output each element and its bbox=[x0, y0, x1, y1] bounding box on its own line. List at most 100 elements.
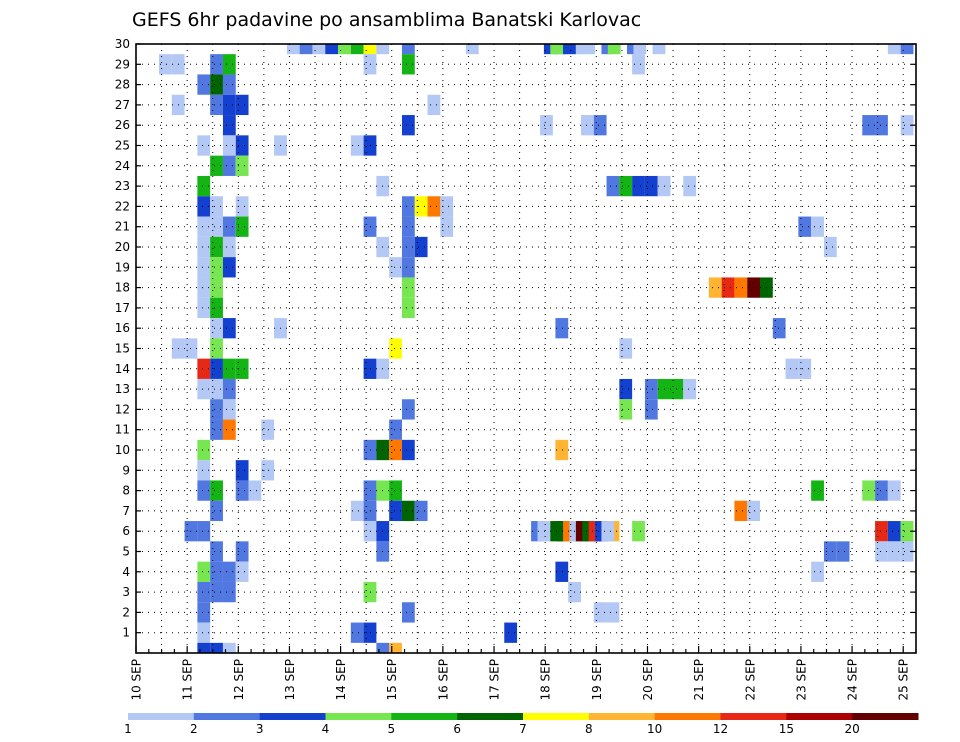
y-tick-label: 23 bbox=[115, 179, 130, 193]
heatmap-cell bbox=[798, 358, 812, 379]
heatmap-cell bbox=[210, 54, 223, 75]
heatmap-cell bbox=[632, 54, 645, 75]
heatmap-cell bbox=[197, 216, 211, 237]
heatmap-cell bbox=[721, 277, 735, 298]
heatmap-cell bbox=[389, 480, 402, 501]
heatmap-cells bbox=[159, 44, 914, 653]
heatmap-cell bbox=[248, 480, 262, 501]
y-tick-label: 13 bbox=[115, 382, 130, 396]
heatmap-cell bbox=[210, 541, 223, 562]
heatmap-cell bbox=[197, 74, 211, 95]
colorbar-swatch bbox=[523, 713, 590, 720]
grid-lines bbox=[136, 44, 916, 653]
colorbar-label: 12 bbox=[713, 722, 728, 736]
heatmap-cell bbox=[900, 541, 914, 562]
colorbar-label: 5 bbox=[388, 722, 396, 736]
heatmap-cell bbox=[363, 44, 377, 55]
heatmap-cell bbox=[887, 480, 901, 501]
heatmap-cell bbox=[197, 277, 211, 298]
heatmap-cell bbox=[376, 642, 390, 653]
colorbar-swatch bbox=[128, 713, 195, 720]
heatmap-cell bbox=[875, 480, 888, 501]
heatmap-cell bbox=[210, 419, 223, 440]
colorbar-label: 6 bbox=[453, 722, 461, 736]
heatmap-cell bbox=[504, 622, 518, 643]
y-tick-label: 16 bbox=[115, 321, 130, 335]
heatmap-cell bbox=[887, 44, 901, 55]
x-tick-label: 18 SEP bbox=[539, 659, 553, 701]
heatmap-cell bbox=[582, 44, 596, 55]
colorbar-swatch bbox=[259, 713, 326, 720]
colorbar-swatch bbox=[391, 713, 458, 720]
x-tick-label: 20 SEP bbox=[641, 659, 655, 701]
y-tick-label: 1 bbox=[122, 626, 130, 640]
heatmap-cell bbox=[210, 257, 223, 278]
heatmap-cell bbox=[222, 74, 236, 95]
heatmap-cell bbox=[900, 44, 914, 55]
y-tick-label: 25 bbox=[115, 139, 130, 153]
heatmap-cell bbox=[210, 399, 223, 420]
heatmap-cell bbox=[593, 602, 607, 623]
heatmap-cell bbox=[222, 399, 236, 420]
heatmap-cell bbox=[401, 54, 415, 75]
heatmap-cell bbox=[222, 115, 236, 136]
heatmap-cell bbox=[286, 44, 300, 55]
heatmap-cell bbox=[389, 419, 402, 440]
heatmap-cell bbox=[338, 44, 351, 55]
heatmap-cell bbox=[606, 602, 620, 623]
heatmap-cell bbox=[401, 602, 415, 623]
heatmap-cell bbox=[261, 460, 275, 481]
heatmap-cell bbox=[210, 297, 223, 319]
y-tick-label: 26 bbox=[115, 118, 130, 132]
heatmap-cell bbox=[683, 175, 697, 197]
heatmap-cell bbox=[197, 196, 211, 217]
heatmap-cell bbox=[389, 439, 402, 461]
y-tick-label: 19 bbox=[115, 260, 130, 274]
heatmap-cell bbox=[606, 175, 620, 197]
colorbar-label: 10 bbox=[647, 722, 662, 736]
heatmap-cell bbox=[197, 642, 211, 653]
y-tick-label: 28 bbox=[115, 78, 130, 92]
heatmap-cell bbox=[875, 521, 888, 542]
heatmap-cell bbox=[350, 44, 364, 55]
heatmap-cell bbox=[823, 541, 837, 562]
heatmap-cell bbox=[633, 44, 647, 55]
heatmap-cell bbox=[222, 54, 236, 75]
heatmap-cell bbox=[197, 521, 211, 542]
heatmap-cell bbox=[555, 318, 569, 339]
heatmap-cell bbox=[593, 115, 607, 136]
x-tick-label: 23 SEP bbox=[794, 659, 808, 701]
y-tick-label: 24 bbox=[115, 159, 130, 173]
heatmap-cell bbox=[440, 216, 454, 237]
colorbar-swatch bbox=[720, 713, 787, 720]
heatmap-cell bbox=[619, 399, 633, 420]
heatmap-cell bbox=[887, 521, 901, 542]
heatmap-cell bbox=[299, 44, 313, 55]
heatmap-cell bbox=[376, 44, 390, 55]
heatmap-cell bbox=[235, 541, 249, 562]
colorbar-swatch bbox=[852, 713, 919, 720]
y-tick-label: 3 bbox=[122, 585, 130, 599]
y-tick-label: 29 bbox=[115, 57, 130, 71]
heatmap-cell bbox=[619, 378, 633, 400]
heatmap-cell bbox=[652, 44, 666, 55]
heatmap-cell bbox=[632, 521, 645, 542]
heatmap-cell bbox=[543, 44, 557, 55]
heatmap-cell bbox=[210, 155, 223, 176]
x-tick-label: 21 SEP bbox=[692, 659, 706, 701]
heatmap-cell bbox=[222, 135, 236, 156]
heatmap-cell bbox=[601, 521, 615, 542]
heatmap-cell bbox=[222, 94, 236, 116]
y-axis: 1234567891011121314151617181920212223242… bbox=[115, 37, 916, 640]
x-tick-label: 16 SEP bbox=[436, 659, 450, 701]
y-tick-label: 27 bbox=[115, 98, 130, 112]
heatmap-cell bbox=[798, 216, 812, 237]
heatmap-cell bbox=[210, 74, 223, 95]
heatmap-cell bbox=[210, 338, 223, 359]
chart-title: GEFS 6hr padavine po ansamblima Banatski… bbox=[132, 9, 641, 31]
heatmap-cell bbox=[607, 44, 621, 55]
heatmap-cell bbox=[197, 581, 211, 603]
heatmap-cell bbox=[210, 216, 223, 237]
heatmap-cell bbox=[350, 500, 364, 522]
heatmap-cell bbox=[210, 94, 223, 116]
